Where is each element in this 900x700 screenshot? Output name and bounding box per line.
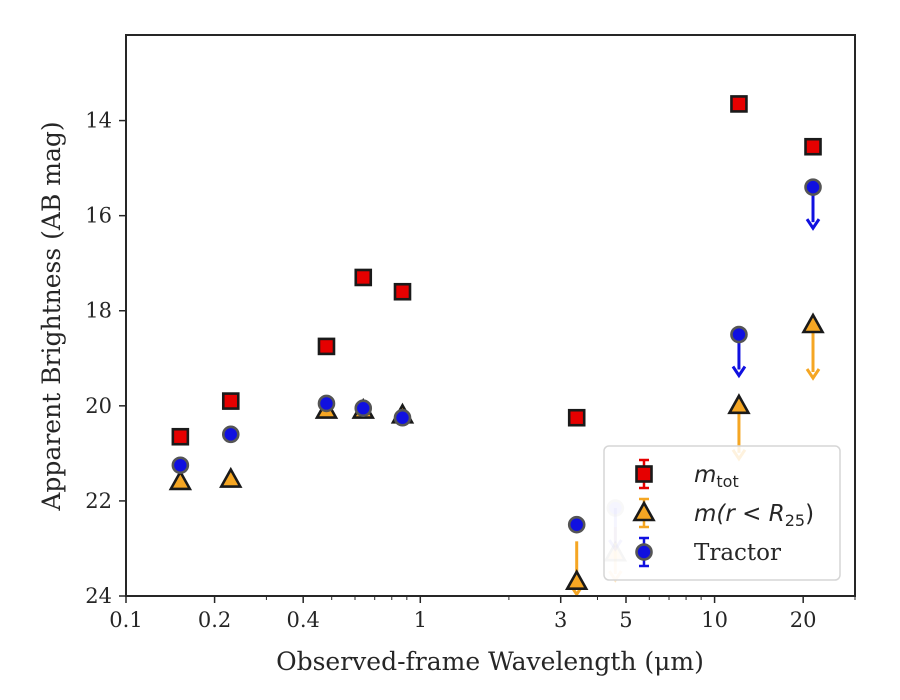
x-tick-label: 5 (619, 608, 632, 632)
data-point (221, 392, 240, 410)
arrow-head (805, 368, 821, 381)
data-point (804, 137, 822, 156)
x-tick-label: 10 (701, 608, 728, 632)
data-point (354, 399, 373, 418)
plot-frame (125, 34, 856, 597)
data-point (317, 337, 336, 356)
y-tick-label: 22 (85, 489, 112, 513)
data-point (564, 569, 589, 591)
y-axis-title: Apparent Brightness (AB mag) (37, 121, 66, 511)
data-point (801, 312, 825, 334)
series-m-tot (171, 95, 822, 446)
legend-label: mtot (694, 462, 739, 491)
legend-label: Tractor (694, 540, 781, 566)
x-axis-title: Observed-frame Wavelength (μm) (276, 647, 704, 676)
x-tick-label: 1 (414, 608, 427, 632)
data-point (393, 282, 412, 301)
data-point (730, 325, 748, 344)
x-tick-label: 0.4 (286, 608, 319, 632)
data-point (171, 427, 190, 446)
y-tick-label: 20 (85, 394, 112, 418)
data-point (567, 515, 586, 534)
x-tick-label: 0.2 (198, 608, 231, 632)
arrow-head (731, 365, 747, 379)
arrow-head (805, 218, 821, 231)
legend-label: m(r < R25) (694, 501, 814, 530)
x-tick-label: 20 (790, 608, 817, 632)
data-point (730, 95, 748, 113)
data-point (804, 178, 822, 196)
legend-frame (603, 445, 841, 581)
data-point (317, 394, 336, 413)
data-point (727, 393, 751, 415)
data-point (168, 469, 193, 491)
data-point (221, 425, 240, 444)
legend-marker (635, 465, 653, 483)
ticks-layer: 0.1 0.2 0.4 1 3 5 10 20 14 16 18 20 22 24 (85, 109, 856, 632)
data-point (354, 268, 373, 287)
y-tick-label: 16 (85, 204, 112, 228)
x-tick-label: 0.1 (109, 608, 142, 632)
legend-marker (632, 500, 656, 522)
x-tick-label: 3 (554, 608, 567, 632)
legend: mtot m(r < R25) Tractor (603, 445, 841, 581)
data-point (171, 456, 190, 475)
y-tick-label: 14 (85, 109, 112, 133)
data-point (567, 408, 586, 427)
data-point (393, 408, 412, 427)
y-tick-label: 18 (85, 299, 112, 323)
y-tick-label: 24 (85, 584, 112, 608)
legend-marker (635, 543, 653, 561)
data-point (219, 466, 243, 488)
